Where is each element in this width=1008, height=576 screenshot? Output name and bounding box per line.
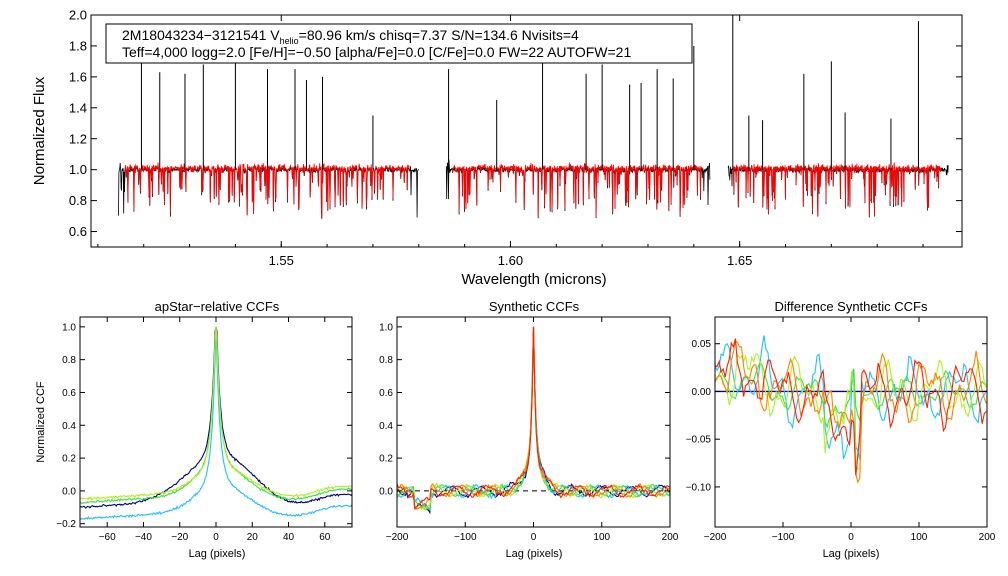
apstar-ccf-xtick-label: −40 (135, 532, 152, 543)
spectrum-model-line (732, 162, 942, 217)
synthetic-ccf-xtick-label: 100 (593, 532, 610, 543)
info-line-2: Teff=4,000 logg=2.0 [Fe/H]=−0.50 [alpha/… (122, 44, 631, 60)
info-line-1: 2M18043234−3121541 Vhelio=80.96 km/s chi… (122, 27, 579, 46)
synthetic-ccf-plot-area (397, 326, 670, 515)
apstar-ccf-ylabel: Normalized CCF (35, 381, 47, 463)
apstar-ccf-xtick-label: −60 (99, 532, 116, 543)
difference-ccf-line-visit3 (715, 352, 987, 470)
difference-ccf-xtick-label: −100 (772, 532, 795, 543)
synthetic-ccf-frame (396, 316, 671, 528)
synthetic-ccf-title: Synthetic CCFs (489, 299, 580, 314)
apstar-ccf-xtick-label: 40 (283, 532, 295, 543)
synthetic-ccf-xtick-label: −200 (386, 532, 409, 543)
apstar-ccf-xtick-label: −20 (171, 532, 188, 543)
difference-ccf-ytick-label: 0.00 (692, 387, 712, 398)
difference-ccf-xtick-label: −200 (704, 532, 727, 543)
spectrum-frame (90, 14, 963, 248)
apstar-ccf-panel: apStar−relative CCFs Lag (pixels) Normal… (35, 299, 353, 560)
spectrum-xtick-label: 1.65 (727, 253, 752, 268)
synthetic-ccf-line-visit5 (397, 326, 670, 509)
spectrum-xtick-label: 1.55 (269, 253, 294, 268)
difference-ccf-ytick-label: −0.10 (686, 482, 712, 493)
difference-ccf-plot-area (715, 335, 987, 484)
apstar-ccf-frame (79, 316, 353, 528)
apstar-ccf-xtick-label: 20 (247, 532, 259, 543)
spectrum-ytick-label: 1.4 (69, 100, 87, 115)
synthetic-ccf-xtick-label: 0 (531, 532, 537, 543)
difference-ccf-panel: Difference Synthetic CCFs Lag (pixels) −… (686, 299, 996, 560)
synthetic-ccf-line-visit2 (397, 326, 670, 511)
spectrum-ytick-label: 0.6 (69, 224, 87, 239)
apstar-ccf-plot-area (80, 326, 352, 521)
apstar-ccf-ytick-label: 0.4 (62, 421, 76, 432)
spectrum-model-line (451, 162, 702, 217)
difference-ccf-title: Difference Synthetic CCFs (775, 299, 928, 314)
synthetic-ccf-line-visit1 (397, 326, 670, 511)
spectrum-xlabel: Wavelength (microns) (461, 271, 606, 288)
apstar-ccf-ytick-label: 0.8 (62, 355, 76, 366)
apstar-ccf-xtick-label: 60 (319, 532, 331, 543)
spectrum-ytick-label: 1.2 (69, 131, 87, 146)
spectrum-info-box: 2M18043234−3121541 Vhelio=80.96 km/s chi… (105, 23, 693, 64)
synthetic-ccf-line-template (397, 326, 670, 515)
synthetic-ccf-ytick-label: 0.4 (379, 421, 393, 432)
synthetic-ccf-line-visit4 (397, 326, 670, 510)
synthetic-ccf-xlabel: Lag (pixels) (506, 548, 563, 560)
spectrum-ytick-label: 0.8 (69, 193, 87, 208)
synthetic-ccf-ytick-label: 0.0 (379, 486, 393, 497)
difference-ccf-ytick-label: 0.05 (692, 339, 712, 350)
apstar-ccf-ytick-label: 0.6 (62, 388, 76, 399)
spectrum-model-line (124, 162, 410, 219)
synthetic-ccf-xtick-label: −100 (454, 532, 477, 543)
apstar-ccf-line-visit2 (80, 326, 352, 521)
spectrum-ytick-label: 1.0 (69, 162, 87, 177)
difference-ccf-xlabel: Lag (pixels) (823, 548, 880, 560)
spectrum-ytick-label: 2.0 (69, 8, 87, 23)
apstar-ccf-line-visit4 (80, 326, 352, 501)
apstar-ccf-ytick-label: 0.2 (62, 454, 76, 465)
apstar-ccf-ytick-label: −0.2 (56, 519, 76, 530)
spectrum-ytick-label: 1.6 (69, 69, 87, 84)
apstar-ccf-xlabel: Lag (pixels) (189, 548, 246, 560)
synthetic-ccf-panel: Synthetic CCFs Lag (pixels) −200 −100 0 100… (379, 299, 679, 560)
synthetic-ccf-ytick-label: 0.2 (379, 454, 393, 465)
synthetic-ccf-line-visit3 (397, 326, 670, 511)
difference-ccf-xtick-label: 200 (979, 532, 996, 543)
spectrum-panel: 1.55 1.60 1.65 0.6 0.8 1.0 1.2 1.4 1.6 1.8 2.0 2M1… (31, 8, 963, 288)
apstar-ccf-ytick-label: 1.0 (62, 322, 76, 333)
apstar-ccf-line-visit1 (80, 326, 352, 509)
spectrum-ylabel: Normalized Flux (31, 76, 48, 185)
spectrum-xtick-label: 1.60 (498, 253, 523, 268)
difference-ccf-ytick-label: −0.05 (686, 435, 712, 446)
apstar-ccf-title: apStar−relative CCFs (155, 299, 280, 314)
apstar-ccf-xtick-label: 0 (213, 532, 219, 543)
difference-ccf-frame (714, 316, 988, 528)
synthetic-ccf-ytick-label: 0.6 (379, 388, 393, 399)
spectrum-ytick-label: 1.8 (69, 38, 87, 53)
difference-ccf-line-visit5 (715, 338, 987, 476)
difference-ccf-line-visit4 (715, 340, 987, 484)
synthetic-ccf-xtick-label: 200 (662, 532, 679, 543)
apstar-ccf-line-visit3 (80, 326, 352, 505)
synthetic-ccf-ytick-label: 0.8 (379, 355, 393, 366)
difference-ccf-xtick-label: 100 (911, 532, 928, 543)
difference-ccf-xtick-label: 0 (848, 532, 854, 543)
apstar-ccf-ytick-label: 0.0 (62, 486, 76, 497)
synthetic-ccf-ytick-label: 1.0 (379, 322, 393, 333)
info-box-border (105, 23, 693, 64)
